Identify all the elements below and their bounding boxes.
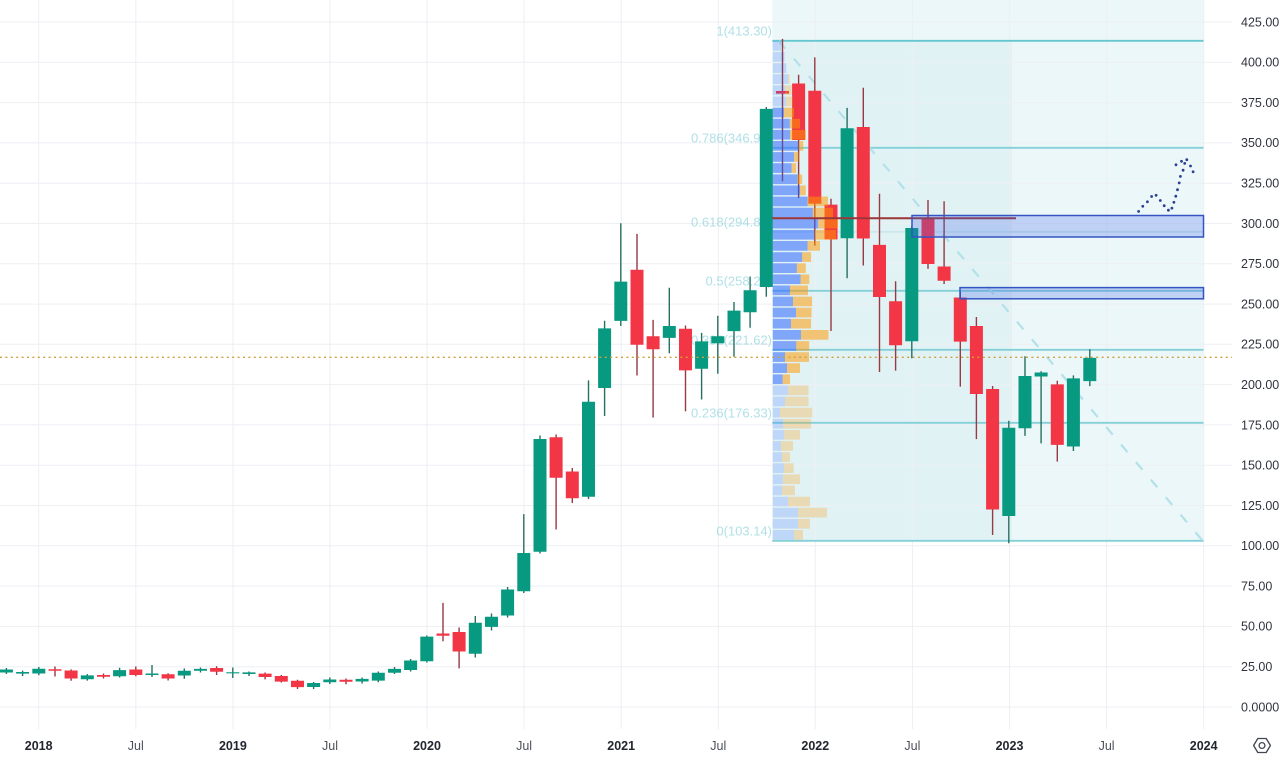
svg-text:0.5(258.22): 0.5(258.22) — [706, 274, 773, 289]
svg-text:2023: 2023 — [996, 739, 1024, 753]
svg-text:300.00: 300.00 — [1241, 217, 1279, 231]
svg-text:2021: 2021 — [607, 739, 635, 753]
svg-text:Jul: Jul — [516, 739, 532, 753]
svg-text:0.0000: 0.0000 — [1241, 700, 1279, 714]
svg-text:200.00: 200.00 — [1241, 378, 1279, 392]
svg-text:Jul: Jul — [128, 739, 144, 753]
svg-text:50.00: 50.00 — [1241, 620, 1272, 634]
svg-text:125.00: 125.00 — [1241, 499, 1279, 513]
svg-text:Jul: Jul — [1099, 739, 1115, 753]
svg-text:0(103.14): 0(103.14) — [716, 524, 772, 539]
svg-text:Jul: Jul — [904, 739, 920, 753]
svg-text:275.00: 275.00 — [1241, 257, 1279, 271]
svg-text:175.00: 175.00 — [1241, 418, 1279, 432]
svg-text:1(413.30): 1(413.30) — [716, 24, 772, 39]
svg-text:0.786(346.94): 0.786(346.94) — [691, 131, 772, 146]
svg-text:425.00: 425.00 — [1241, 15, 1279, 29]
svg-text:25.00: 25.00 — [1241, 660, 1272, 674]
svg-text:375.00: 375.00 — [1241, 96, 1279, 110]
svg-text:Jul: Jul — [322, 739, 338, 753]
svg-text:350.00: 350.00 — [1241, 136, 1279, 150]
svg-text:0.618(294.83): 0.618(294.83) — [691, 215, 772, 230]
svg-text:75.00: 75.00 — [1241, 579, 1272, 593]
svg-text:400.00: 400.00 — [1241, 56, 1279, 70]
svg-text:250.00: 250.00 — [1241, 297, 1279, 311]
svg-text:2018: 2018 — [25, 739, 53, 753]
svg-text:0.382(221.62): 0.382(221.62) — [691, 333, 772, 348]
svg-text:Jul: Jul — [710, 739, 726, 753]
svg-text:325.00: 325.00 — [1241, 177, 1279, 191]
svg-text:225.00: 225.00 — [1241, 338, 1279, 352]
svg-text:2022: 2022 — [801, 739, 829, 753]
svg-text:150.00: 150.00 — [1241, 459, 1279, 473]
svg-text:2020: 2020 — [413, 739, 441, 753]
svg-text:0.236(176.33): 0.236(176.33) — [691, 406, 772, 421]
svg-text:2019: 2019 — [219, 739, 247, 753]
svg-text:100.00: 100.00 — [1241, 539, 1279, 553]
svg-text:2024: 2024 — [1190, 739, 1218, 753]
